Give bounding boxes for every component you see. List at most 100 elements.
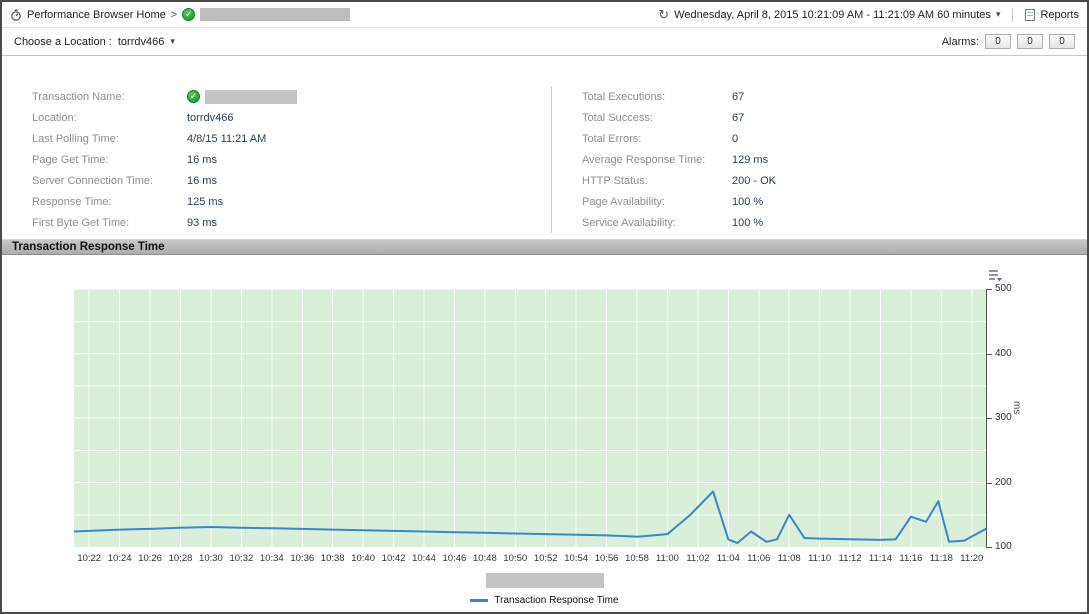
alarm-count-fatal[interactable]: 0	[985, 34, 1011, 49]
x-tick-label: 11:14	[868, 553, 892, 564]
detail-value: 4/8/15 11:21 AM	[187, 132, 267, 145]
detail-value: 67	[732, 111, 745, 124]
x-tick-label: 10:38	[320, 553, 345, 564]
x-tick-label: 10:28	[168, 553, 193, 564]
x-tick-label: 11:08	[777, 553, 801, 564]
detail-row: Response Time: 125 ms	[32, 191, 551, 212]
chart-customizer-icon[interactable]	[988, 269, 1002, 287]
x-tick-label: 10:58	[625, 553, 649, 564]
detail-value	[187, 89, 297, 104]
status-ok-icon	[182, 8, 196, 21]
detail-value: 93 ms	[187, 216, 217, 229]
detail-row: Page Availability: 100 %	[582, 191, 776, 212]
detail-value: 0	[732, 132, 739, 145]
detail-value: 16 ms	[187, 174, 217, 187]
chart-plot-area[interactable]	[73, 288, 988, 547]
details-right-column: Total Executions: 67 Total Success: 67 T…	[552, 86, 776, 233]
detail-label: Total Errors:	[582, 132, 642, 145]
x-tick-label: 10:34	[259, 553, 284, 564]
time-range-selector[interactable]: Wednesday, April 8, 2015 10:21:09 AM - 1…	[674, 8, 991, 21]
detail-row: HTTP Status: 200 - OK	[582, 170, 776, 191]
breadcrumb: Performance Browser Home >	[10, 8, 351, 21]
breadcrumb-separator: >	[170, 8, 178, 21]
y-tick-label: 400	[995, 347, 1012, 359]
choose-location-label: Choose a Location :	[14, 35, 112, 48]
detail-label: Average Response Time:	[582, 153, 706, 166]
legend-label: Transaction Response Time	[494, 595, 619, 606]
divider	[1012, 7, 1014, 22]
x-tick-label: 10:54	[564, 553, 589, 564]
detail-value: 200 - OK	[732, 174, 777, 187]
alarm-count-critical[interactable]: 0	[1017, 34, 1043, 49]
detail-row: Total Errors: 0	[582, 128, 776, 149]
redacted-transaction-name	[205, 89, 297, 104]
x-tick-label: 11:04	[716, 553, 740, 564]
performance-browser-icon	[10, 9, 22, 21]
detail-value: 129 ms	[732, 153, 769, 166]
x-tick-label: 10:48	[472, 553, 497, 564]
x-tick-label: 11:06	[747, 553, 771, 564]
y-axis-tick	[987, 482, 992, 484]
detail-value: 67	[732, 90, 745, 103]
breadcrumb-home-link[interactable]: Performance Browser Home	[27, 8, 166, 21]
detail-row: Last Polling Time: 4/8/15 11:21 AM	[32, 128, 551, 149]
detail-label: Page Availability:	[582, 195, 665, 208]
y-axis-unit-label: ms	[1011, 401, 1022, 415]
x-tick-label: 11:02	[686, 553, 710, 564]
detail-label: First Byte Get Time:	[32, 216, 130, 229]
y-axis-tick	[987, 353, 992, 355]
alarms-summary: Alarms: 0 0 0	[942, 34, 1075, 49]
chevron-down-icon[interactable]: ▾	[170, 36, 175, 46]
y-tick-label: 100	[995, 541, 1012, 552]
detail-label: Total Success:	[582, 111, 653, 124]
y-axis-line	[986, 289, 987, 548]
detail-label: Location:	[32, 111, 77, 124]
chevron-down-icon[interactable]: ▾	[995, 9, 1001, 19]
detail-label: Page Get Time:	[32, 153, 109, 166]
detail-label: HTTP Status:	[582, 174, 648, 187]
location-selector[interactable]: Choose a Location : torrdv466 ▾	[14, 36, 175, 48]
redacted-legend-title	[485, 573, 604, 588]
redacted-transaction-title	[200, 8, 351, 21]
detail-value: 125 ms	[187, 195, 224, 208]
detail-value: torrdv466	[187, 111, 234, 124]
detail-row: Service Availability: 100 %	[582, 212, 776, 233]
chart-legend: Transaction Response Time	[2, 573, 1087, 606]
x-tick-label: 10:46	[442, 553, 467, 564]
reports-icon	[1025, 8, 1036, 21]
detail-row: Total Success: 67	[582, 107, 776, 128]
detail-label: Response Time:	[32, 195, 112, 208]
detail-label: Transaction Name:	[32, 90, 125, 103]
detail-row: Transaction Name:	[32, 86, 551, 107]
legend-line-swatch	[470, 599, 489, 602]
transaction-response-time-chart: ms Transaction Response Time 100 200 300 40…	[2, 255, 1087, 612]
detail-value: 100 %	[732, 216, 764, 229]
location-value[interactable]: torrdv466	[117, 35, 165, 48]
detail-row: Page Get Time: 16 ms	[32, 149, 551, 170]
x-tick-label: 10:24	[107, 553, 132, 564]
y-axis-tick	[987, 289, 992, 290]
alarms-label: Alarms:	[941, 35, 979, 48]
y-axis-tick	[987, 547, 992, 548]
x-tick-label: 10:40	[351, 553, 375, 564]
detail-label: Server Connection Time:	[32, 174, 154, 187]
alarm-count-warning[interactable]: 0	[1049, 34, 1075, 49]
y-axis-tick	[987, 418, 992, 419]
time-range-refresh-icon[interactable]: ↻	[658, 6, 670, 22]
x-tick-label: 11:12	[838, 553, 862, 564]
location-alarm-row: Choose a Location : torrdv466 ▾ Alarms: …	[2, 28, 1087, 56]
x-tick-label: 11:00	[655, 553, 679, 564]
section-title: Transaction Response Time	[2, 239, 1087, 255]
y-tick-label: 200	[995, 476, 1012, 488]
x-tick-label: 10:44	[412, 553, 436, 564]
details-left-column: Transaction Name: Location: torrdv466 La…	[32, 86, 552, 233]
legend-item: Transaction Response Time	[470, 595, 619, 606]
reports-button[interactable]: Reports	[1040, 8, 1079, 21]
x-tick-label: 11:18	[929, 553, 953, 564]
detail-row: Total Executions: 67	[582, 86, 776, 107]
x-tick-label: 10:32	[229, 553, 254, 564]
x-tick-label: 10:50	[503, 553, 528, 564]
x-tick-label: 10:56	[594, 553, 619, 564]
x-tick-label: 10:52	[533, 553, 558, 564]
